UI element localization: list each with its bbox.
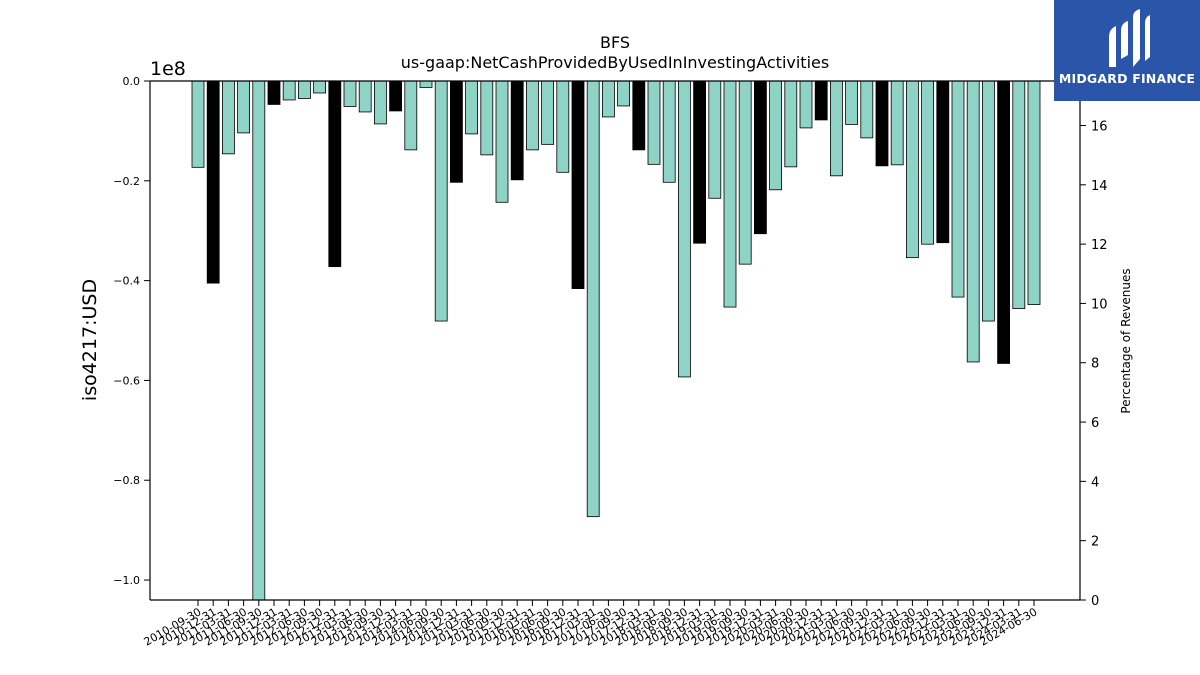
bar-2012-03-31: [282, 80, 296, 101]
bar-2024-06-30: [1027, 80, 1041, 305]
y2-tick-label: 10: [1091, 297, 1108, 312]
y2-tick-label: 0: [1091, 594, 1099, 609]
y-tick-label: −0.6: [113, 374, 140, 387]
bar-2013-12-31: [389, 80, 403, 112]
y-axis-label: iso4217:USD: [79, 279, 101, 401]
y-tick-label: −0.2: [113, 175, 140, 188]
bar-2011-09-30: [252, 80, 266, 601]
bar-2018-06-30: [662, 80, 676, 183]
bar-2017-03-31: [586, 80, 600, 518]
y2-tick-label: 16: [1091, 119, 1108, 134]
bar-2015-12-31: [510, 80, 524, 181]
bar-2020-06-30: [784, 80, 798, 168]
bar-2012-06-30: [297, 80, 311, 99]
y-tick-label: −0.8: [113, 474, 140, 487]
bar-2024-03-31: [1012, 80, 1026, 309]
bar-2011-03-31: [221, 80, 235, 155]
y-tick-label: −1.0: [113, 574, 140, 587]
bar-2020-09-30: [799, 80, 813, 129]
bar-2021-03-31: [830, 80, 843, 177]
bar-2022-06-30: [906, 80, 919, 259]
bar-2019-06-30: [723, 80, 737, 308]
chart-subtitle: us-gaap:NetCashProvidedByUsedInInvesting…: [401, 53, 829, 72]
chart-title: BFS: [600, 33, 630, 52]
bar-2016-06-30: [541, 80, 554, 145]
y-scale-label: 1e8: [150, 58, 186, 80]
bar-2017-09-30: [617, 80, 630, 107]
bar-2018-09-30: [678, 80, 691, 378]
bar-2019-12-31: [754, 80, 767, 235]
y-tick-label: −0.4: [113, 275, 140, 288]
bar-2021-09-30: [860, 80, 874, 139]
bar-2022-12-31: [936, 80, 950, 244]
y2-tick-label: 12: [1091, 238, 1108, 253]
bar-2012-09-30: [313, 80, 327, 94]
bar-2013-09-30: [373, 80, 387, 125]
bar-2015-09-30: [495, 80, 509, 203]
bar-2017-06-30: [602, 80, 615, 118]
bar-2022-03-31: [890, 80, 904, 166]
logo-text: MIDGARD FINANCE: [1058, 71, 1196, 86]
bar-2016-09-30: [556, 80, 570, 173]
bar-2021-12-31: [875, 80, 889, 167]
bar-2023-09-30: [982, 80, 995, 322]
bar-2017-12-31: [632, 80, 646, 151]
bar-2018-03-31: [647, 80, 661, 165]
bar-2018-12-31: [693, 80, 706, 244]
bar-2010-09-30: [191, 80, 205, 168]
bar-2021-06-30: [845, 80, 858, 125]
y-tick-label: 0.0: [123, 75, 141, 88]
bar-2023-03-31: [951, 80, 965, 298]
bar-2020-03-31: [769, 80, 782, 191]
bar-2011-06-30: [237, 80, 251, 134]
bar-2016-03-31: [526, 80, 539, 151]
bar-2010-12-31: [206, 80, 220, 284]
bar-2014-06-30: [419, 80, 433, 88]
y2-axis-label: Percentage of Revenues: [1119, 268, 1133, 413]
bar-2015-03-31: [465, 80, 479, 135]
bar-2022-09-30: [921, 80, 934, 245]
y2-tick-label: 14: [1091, 179, 1108, 194]
bar-2012-12-31: [328, 80, 342, 268]
y2-tick-label: 6: [1091, 416, 1099, 431]
bar-2013-03-31: [343, 80, 357, 107]
bar-2011-12-31: [267, 80, 281, 105]
y2-tick-label: 2: [1091, 535, 1099, 550]
bar-2013-06-30: [358, 80, 372, 113]
y2-tick-label: 4: [1091, 475, 1099, 490]
bar-2014-03-31: [404, 80, 418, 151]
midgard-finance-logo: MIDGARD FINANCE: [1054, 0, 1200, 101]
bar-2019-03-31: [708, 80, 722, 199]
bar-2014-09-30: [434, 80, 448, 322]
bar-2014-12-31: [449, 80, 463, 183]
bar-2016-12-31: [571, 80, 585, 290]
bar-2015-06-30: [480, 80, 494, 156]
bar-2019-09-30: [738, 80, 752, 265]
bar-2023-06-30: [966, 80, 980, 363]
bar-2023-12-31: [997, 80, 1010, 364]
y2-tick-label: 8: [1091, 357, 1099, 372]
midgard-logo-icon: [1109, 9, 1150, 67]
bar-2020-12-31: [814, 80, 828, 121]
